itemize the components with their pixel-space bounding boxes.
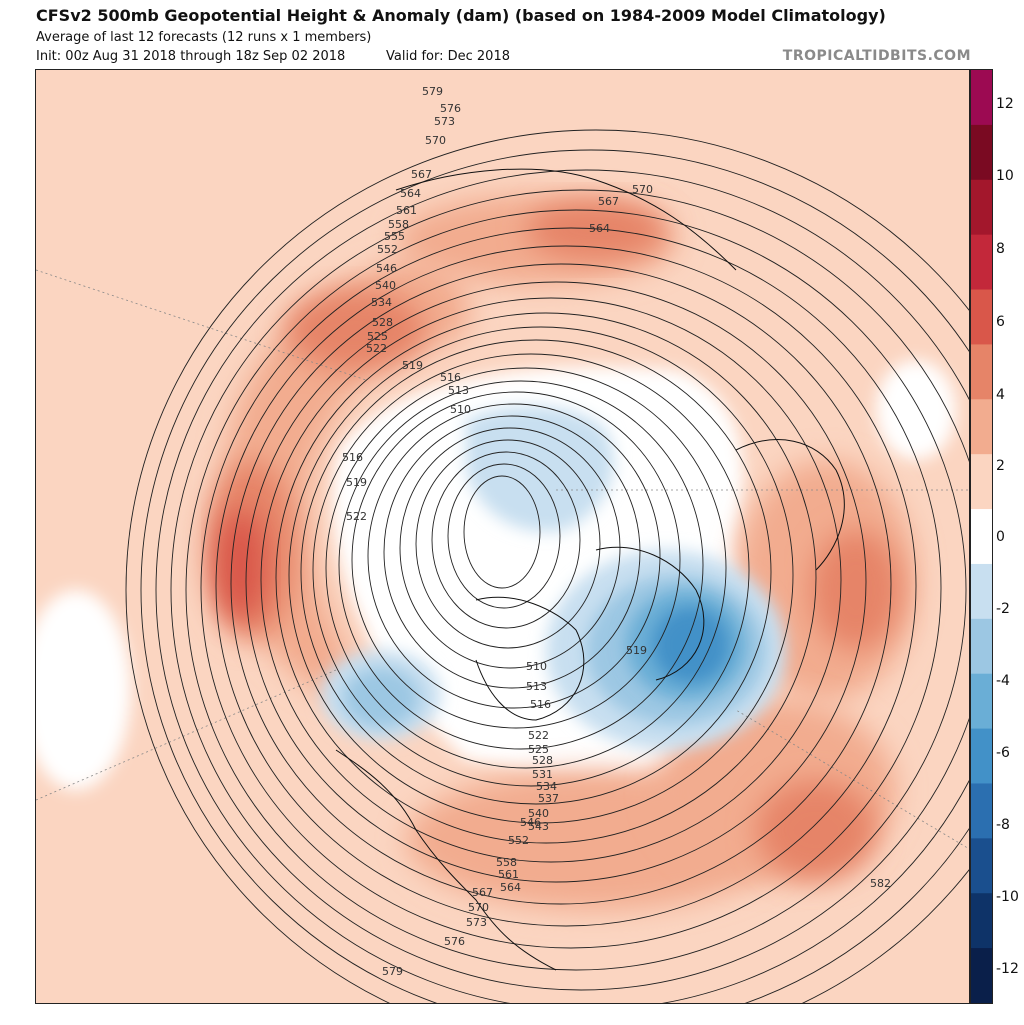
colorbar-tick-label: -8 [996,817,1010,833]
contour-label: 534 [371,296,392,309]
contour-label: 564 [500,881,521,894]
contour-label: 546 [376,262,397,275]
colorbar-swatch [971,234,992,291]
colorbar-swatch [971,509,992,565]
colorbar-swatch [971,673,992,730]
anomaly-fills [36,195,956,910]
colorbar-tick-label: 8 [996,241,1005,257]
map-canvas: 5795765735705675645615585555525465405345… [36,70,969,1003]
contour-labels: 5795765735705675645615585555525465405345… [342,85,891,978]
colorbar-swatch [971,893,992,949]
contour-label: 558 [496,856,517,869]
colorbar-tick-label: 2 [996,458,1005,474]
contour-label: 522 [366,342,387,355]
contour-label: 513 [448,384,469,397]
contour-label: 567 [598,195,619,208]
contour-label: 564 [589,222,610,235]
colorbar-swatch [971,289,992,345]
colorbar-swatch [971,838,992,894]
colorbar-tick-label: 0 [996,529,1005,545]
contour-label: 552 [377,243,398,256]
colorbar-swatch [971,179,992,236]
contour-label: 579 [382,965,403,978]
colorbar-swatch [971,783,992,839]
colorbar-tick-label: 12 [996,96,1014,112]
contour-label: 522 [346,510,367,523]
colorbar-swatch [971,70,992,126]
colorbar-swatch [971,399,992,455]
contour-label: 555 [384,230,405,243]
contour-label: 537 [538,792,559,805]
contour-label: 534 [536,780,557,793]
chart-title: CFSv2 500mb Geopotential Height & Anomal… [36,6,886,25]
contour-label: 516 [342,451,363,464]
contour-label: 519 [402,359,423,372]
contour-label: 540 [375,279,396,292]
contour-label: 561 [498,868,519,881]
colorbar-tick-label: -2 [996,601,1010,617]
colorbar-swatch [971,618,992,675]
contour-label: 519 [346,476,367,489]
colorbar-tick-label: -6 [996,745,1010,761]
contour-label: 567 [411,168,432,181]
contour-label: 510 [526,660,547,673]
contour-label: 570 [425,134,446,147]
valid-time: Valid for: Dec 2018 [386,49,510,64]
contour-label: 558 [388,218,409,231]
colorbar-swatch [971,563,992,620]
chart-subtitle: Average of last 12 forecasts (12 runs x … [36,30,372,45]
init-time: Init: 00z Aug 31 2018 through 18z Sep 02… [36,49,346,64]
colorbar-tick-label: 6 [996,314,1005,330]
contour-label: 519 [626,644,647,657]
contour-label: 540 [528,807,549,820]
height-contours [125,129,969,1003]
colorbar-swatch [971,124,992,181]
contour-label: 525 [528,743,549,756]
contour-label: 576 [440,102,461,115]
contour-label: 528 [532,754,553,767]
colorbar-tick-label: -12 [996,961,1019,977]
contour-label: 510 [450,403,471,416]
brand-watermark: TROPICALTIDBITS.COM [782,48,971,64]
contour-label: 522 [528,729,549,742]
contour-label: 516 [440,371,461,384]
contour-label: 516 [530,698,551,711]
contour-label: 570 [468,901,489,914]
contour-label: 582 [870,877,891,890]
contour-label: 570 [632,183,653,196]
colorbar [970,69,993,1004]
contour-label: 531 [532,768,553,781]
contour-label: 561 [396,204,417,217]
contour-label: 567 [472,886,493,899]
contour-label: 552 [508,834,529,847]
contour-label: 573 [466,916,487,929]
contour-label: 546 [520,816,541,829]
colorbar-tick-label: -4 [996,673,1010,689]
contour-label: 513 [526,680,547,693]
contour-label: 579 [422,85,443,98]
contour-label: 525 [367,330,388,343]
contour-label: 576 [444,935,465,948]
colorbar-swatches [971,70,992,1003]
colorbar-tick-label: 4 [996,387,1005,403]
colorbar-tick-label: 10 [996,168,1014,184]
contour-label: 573 [434,115,455,128]
anomaly-map: 579 576 573 570 567 564 561 558 555 552 546 540 534 5… [35,69,970,1004]
contour-label: 543 [528,820,549,833]
coastlines [335,168,845,971]
colorbar-swatch [971,344,992,400]
colorbar-swatch [971,948,992,1003]
colorbar-swatch [971,728,992,784]
colorbar-swatch [971,454,992,510]
contour-label: 564 [400,187,421,200]
colorbar-tick-label: -10 [996,889,1019,905]
contour-label: 528 [372,316,393,329]
